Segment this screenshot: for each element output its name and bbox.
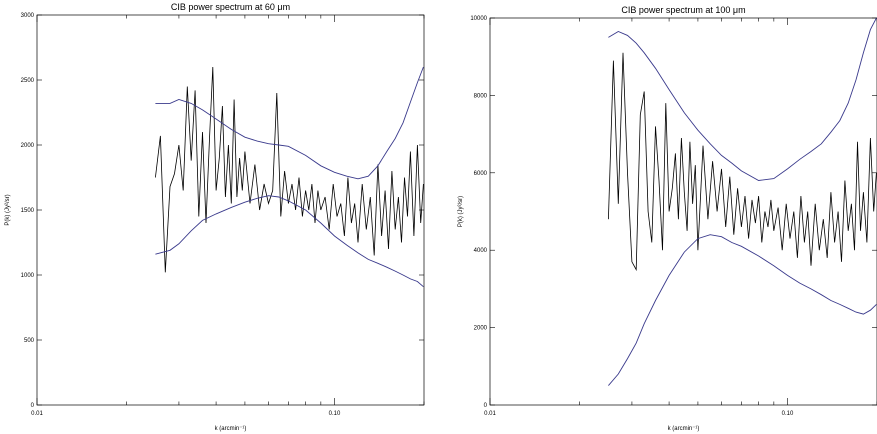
y-tick-label: 10000 — [470, 16, 487, 22]
chart-panel-2: CIB power spectrum at 100 μm 0 2000 4000 600… — [458, 5, 877, 432]
y-tick-label: 2000 — [21, 143, 35, 149]
y-tick-label: 3000 — [21, 13, 35, 19]
series-line-envelope-1 — [608, 18, 877, 181]
y-tick-label: 6000 — [474, 171, 488, 177]
plot-frame — [489, 17, 877, 406]
y-tick-label: 2000 — [474, 326, 488, 332]
y-tick-label: 500 — [24, 338, 35, 344]
y-tick-label: 0 — [484, 403, 488, 409]
chart-panel-1: CIB power spectrum at 60 μm 0 500 1000 1500 2… — [5, 2, 425, 432]
chart-title: CIB power spectrum at 100 μm — [621, 5, 745, 15]
plot-frame — [36, 14, 425, 406]
y-tick-label: 1000 — [21, 273, 35, 279]
y-axis-label: P(k) (Jy²/sr) — [458, 196, 464, 227]
y-tick-label: 2500 — [21, 78, 35, 84]
x-axis-label: k (arcmin⁻¹) — [215, 426, 247, 432]
series-line-envelope-1 — [155, 66, 424, 180]
x-tick-label: 0.10 — [329, 411, 341, 417]
series-line-envelope-2 — [608, 234, 877, 386]
x-tick-label: 0.01 — [484, 411, 496, 417]
y-tick-label: 8000 — [474, 93, 488, 99]
y-tick-label: 1500 — [21, 208, 35, 214]
x-axis-label: k (arcmin⁻¹) — [668, 426, 700, 432]
series-line-envelope-2 — [155, 195, 424, 288]
y-tick-label: 4000 — [474, 248, 488, 254]
y-tick-label: 0 — [31, 403, 35, 409]
series-line-spectrum — [155, 66, 424, 273]
series-line-spectrum — [608, 52, 877, 272]
chart-title: CIB power spectrum at 60 μm — [171, 2, 290, 12]
x-tick-label: 0.01 — [31, 411, 43, 417]
x-tick-label: 0.10 — [782, 411, 794, 417]
y-axis-label: P(k) (Jy²/sr) — [5, 194, 11, 225]
